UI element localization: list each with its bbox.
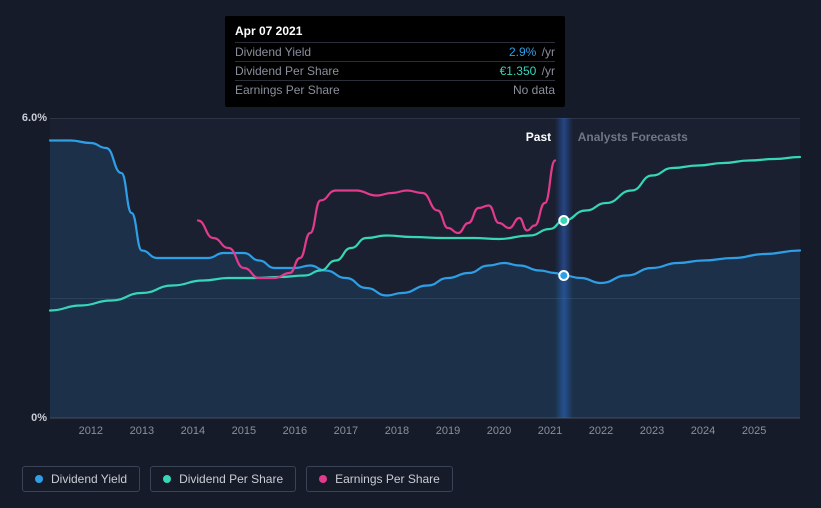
tooltip-rows: Dividend Yield2.9% /yrDividend Per Share… [235, 42, 555, 99]
tooltip-value-wrap: No data [513, 83, 555, 97]
series-marker [559, 271, 568, 280]
x-axis-label: 2021 [538, 425, 562, 437]
chart: Past Analysts Forecasts 0%6.0% 201220132… [22, 105, 800, 450]
legend-item[interactable]: Dividend Yield [22, 466, 140, 492]
x-axis-label: 2023 [640, 425, 664, 437]
legend-item[interactable]: Dividend Per Share [150, 466, 296, 492]
tooltip-label: Dividend Per Share [235, 64, 339, 78]
gridline [50, 418, 800, 419]
legend-label: Dividend Yield [51, 472, 127, 486]
tooltip-row: Earnings Per Share No data [235, 80, 555, 99]
x-axis-label: 2022 [589, 425, 613, 437]
legend-dot [163, 475, 171, 483]
series-marker [559, 216, 568, 225]
legend-item[interactable]: Earnings Per Share [306, 466, 453, 492]
y-axis-label: 6.0% [22, 112, 47, 124]
legend-label: Earnings Per Share [335, 472, 440, 486]
legend-dot [35, 475, 43, 483]
x-axis-label: 2024 [691, 425, 715, 437]
tooltip-label: Dividend Yield [235, 45, 311, 59]
tooltip-unit: /yr [538, 64, 555, 78]
tooltip-value-wrap: €1.350 /yr [500, 64, 555, 78]
legend: Dividend Yield Dividend Per Share Earnings… [22, 466, 453, 492]
tooltip-label: Earnings Per Share [235, 83, 340, 97]
legend-dot [319, 475, 327, 483]
chart-svg [50, 118, 800, 418]
x-axis-label: 2016 [283, 425, 307, 437]
x-axis-label: 2019 [436, 425, 460, 437]
tooltip-date: Apr 07 2021 [235, 24, 555, 38]
x-axis-label: 2012 [79, 425, 103, 437]
x-axis: 2012 2013 2014 2015 2016 2017 2018 2019 2020 2021… [50, 423, 800, 443]
tooltip-value: €1.350 [500, 64, 537, 78]
tooltip-value: No data [513, 83, 555, 97]
x-axis-label: 2013 [130, 425, 154, 437]
x-axis-label: 2018 [385, 425, 409, 437]
y-axis-label: 0% [31, 412, 47, 424]
x-axis-label: 2025 [742, 425, 766, 437]
chart-plot-area[interactable]: Past Analysts Forecasts [50, 118, 800, 418]
x-axis-label: 2020 [487, 425, 511, 437]
chart-tooltip: Apr 07 2021 Dividend Yield2.9% /yrDivide… [225, 16, 565, 107]
tooltip-unit: /yr [538, 45, 555, 59]
tooltip-value: 2.9% [509, 45, 536, 59]
legend-label: Dividend Per Share [179, 472, 283, 486]
series-area [50, 141, 800, 419]
x-axis-label: 2015 [232, 425, 256, 437]
tooltip-row: Dividend Yield 2.9% /yr [235, 42, 555, 61]
x-axis-label: 2017 [334, 425, 358, 437]
series-line-forecast [564, 157, 800, 221]
x-axis-label: 2014 [181, 425, 205, 437]
tooltip-row: Dividend Per Share €1.350 /yr [235, 61, 555, 80]
tooltip-value-wrap: 2.9% /yr [509, 45, 555, 59]
